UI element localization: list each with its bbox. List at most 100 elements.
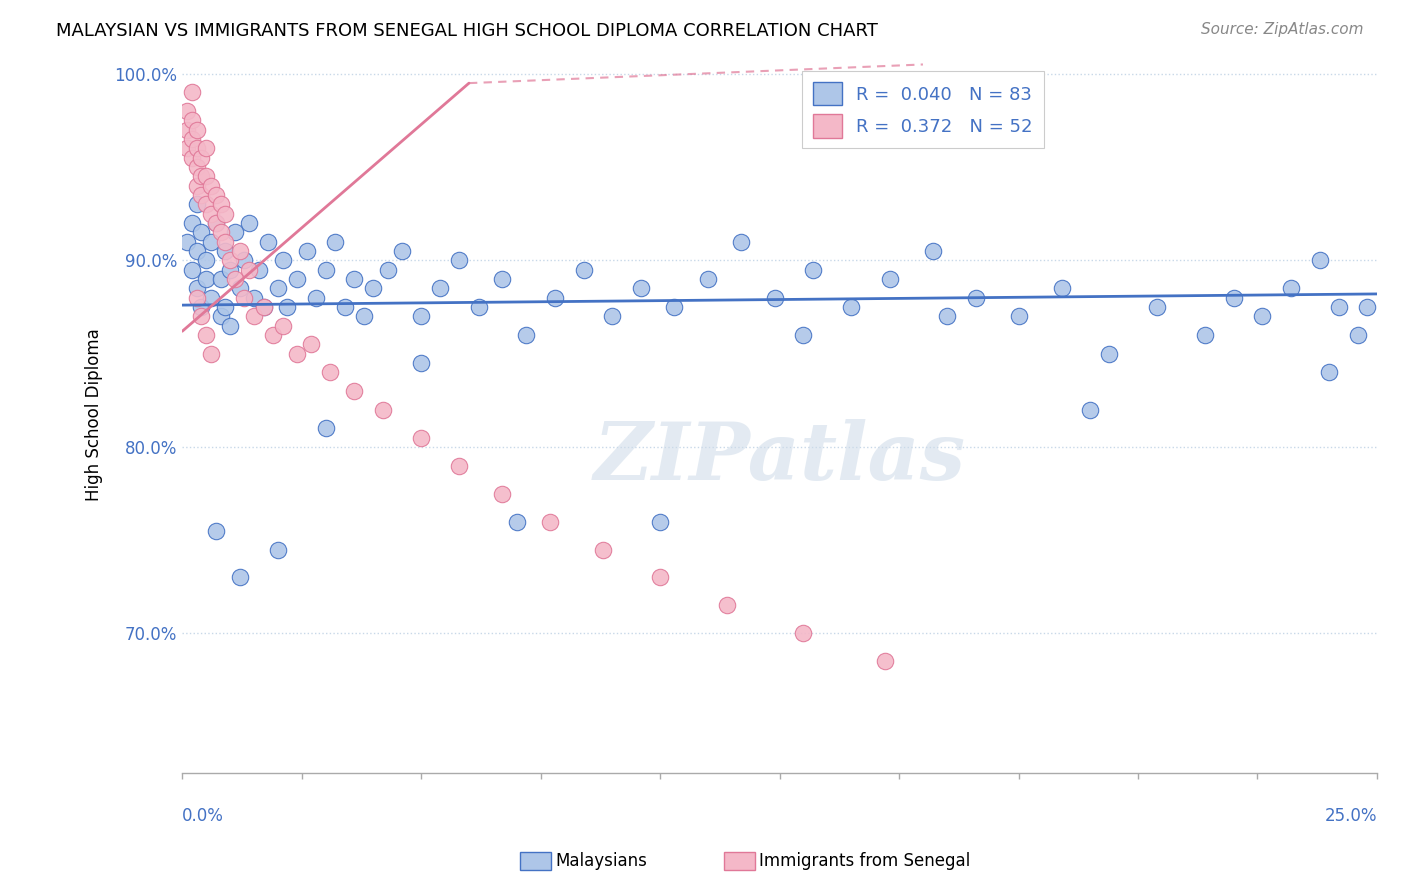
Point [363,281,385,295]
Point [243,310,266,324]
Point [343,384,366,398]
Point [200,235,222,249]
Point [176,104,198,119]
Point [267,281,290,295]
Point [1194,328,1216,343]
Point [271,318,294,333]
Point [1309,253,1331,268]
Point [204,216,226,230]
Point [224,272,246,286]
Text: Source: ZipAtlas.com: Source: ZipAtlas.com [1201,22,1364,37]
Point [195,197,218,211]
Point [305,291,328,305]
Point [214,235,236,249]
Point [544,291,567,305]
Point [572,262,595,277]
Point [602,310,624,324]
Point [538,515,561,529]
Point [343,272,366,286]
Point [224,225,246,239]
Point [1279,281,1302,295]
Text: Malaysians: Malaysians [555,852,647,870]
Point [792,626,814,640]
Point [491,486,513,500]
Point [200,178,222,193]
Point [935,310,957,324]
Point [176,141,198,155]
Point [285,346,308,360]
Point [491,272,513,286]
Text: MALAYSIAN VS IMMIGRANTS FROM SENEGAL HIGH SCHOOL DIPLOMA CORRELATION CHART: MALAYSIAN VS IMMIGRANTS FROM SENEGAL HIG… [56,22,879,40]
Point [965,291,987,305]
Text: ZIPatlas: ZIPatlas [593,418,966,496]
Point [219,253,242,268]
Point [195,328,218,343]
Point [190,300,212,314]
Point [391,244,413,258]
Point [879,272,901,286]
Text: 25.0%: 25.0% [1324,807,1376,825]
Point [176,235,198,249]
Point [262,328,284,343]
Point [186,291,208,305]
Point [180,151,202,165]
Point [1357,300,1379,314]
Point [429,281,451,295]
Text: Immigrants from Senegal: Immigrants from Senegal [759,852,970,870]
Point [200,291,222,305]
Point [1050,281,1073,295]
Point [267,542,290,557]
Point [276,300,298,314]
Point [200,346,222,360]
Point [247,262,270,277]
Point [195,169,218,184]
Point [333,300,356,314]
Point [1078,402,1101,417]
Point [190,169,212,184]
Point [190,310,212,324]
Point [195,253,218,268]
Point [233,291,256,305]
Point [204,216,226,230]
Point [763,291,786,305]
Point [1251,310,1274,324]
Point [873,655,896,669]
Point [209,225,232,239]
Point [319,365,342,379]
Point [716,599,738,613]
Point [839,300,862,314]
Point [186,244,208,258]
Point [411,356,433,370]
Point [1007,310,1029,324]
Point [186,281,208,295]
Point [180,262,202,277]
Point [506,515,529,529]
Point [353,310,375,324]
Point [190,151,212,165]
Point [1317,365,1340,379]
Point [219,262,242,277]
Point [697,272,720,286]
Point [180,113,202,128]
Point [650,570,672,584]
Point [190,225,212,239]
Point [664,300,686,314]
Point [411,431,433,445]
Point [243,291,266,305]
Point [180,132,202,146]
Y-axis label: High School Diploma: High School Diploma [86,328,103,500]
Point [1222,291,1244,305]
Point [209,197,232,211]
Point [801,262,824,277]
Point [238,216,260,230]
Point [315,421,337,435]
Point [180,86,202,100]
Point [515,328,537,343]
Point [204,188,226,202]
Point [630,281,652,295]
Point [204,524,226,538]
Point [200,207,222,221]
Point [792,328,814,343]
Point [195,272,218,286]
Point [219,318,242,333]
